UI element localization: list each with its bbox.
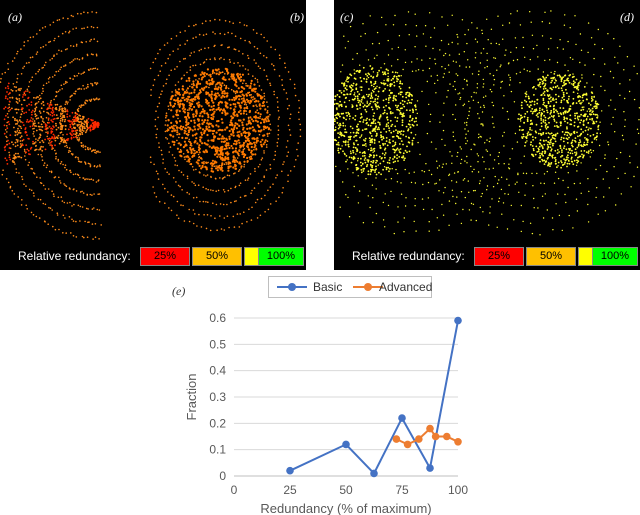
- panel-label-e: (e): [172, 284, 186, 298]
- panel-cd: (c) (d) Relative redundancy: 25% 50% 75%…: [334, 0, 640, 270]
- point-cloud-left: [0, 11, 302, 240]
- x-tick-label: 75: [395, 483, 409, 497]
- chart-e: (e) 0 0.1 0.2 0.3 0.4 0.5 0.6 0 25 50 75 100 Redunda…: [0, 270, 640, 515]
- legend-advanced-label: Advanced: [379, 280, 433, 294]
- y-tick-label: 0.5: [209, 337, 226, 351]
- legend-basic-label: Basic: [313, 280, 343, 294]
- data-point-basic: [286, 466, 294, 475]
- point-cloud-ab: [0, 11, 302, 240]
- y-tick-label: 0.6: [209, 311, 226, 325]
- x-axis-label: Redundancy (% of maximum): [260, 501, 431, 515]
- panel-label-c: (c): [340, 10, 354, 24]
- data-point-advanced: [431, 432, 440, 441]
- data-point-advanced: [415, 435, 423, 443]
- y-tick-label: 0.2: [209, 416, 226, 430]
- line-chart: 0 0.1 0.2 0.3 0.4 0.5 0.6 0 25 50 75 100 Redundancy …: [184, 311, 468, 515]
- swatch-100: 100%: [592, 247, 638, 266]
- point-cloud-cd: [334, 10, 640, 236]
- data-point-basic: [426, 464, 434, 472]
- data-point-basic: [370, 469, 378, 478]
- swatch-25: 25%: [140, 247, 190, 266]
- y-tick-label: 0.4: [209, 364, 226, 378]
- y-tick-label: 0.3: [209, 390, 226, 404]
- data-point-advanced: [454, 438, 462, 446]
- swatch-100: 100%: [258, 247, 304, 266]
- chart-legend: Basic Advanced: [268, 276, 432, 298]
- x-tick-label: 25: [283, 483, 297, 497]
- x-tick-label: 0: [231, 483, 238, 497]
- relative-redundancy-label: Relative redundancy:: [18, 249, 131, 263]
- swatch-50: 50%: [526, 247, 576, 266]
- data-point-basic: [398, 414, 406, 422]
- legend-basic-marker: [277, 283, 307, 291]
- swatch-25: 25%: [474, 247, 524, 266]
- data-point-advanced: [392, 435, 401, 443]
- x-tick-label: 50: [339, 483, 353, 497]
- data-point-advanced: [426, 424, 434, 433]
- panel-label-a: (a): [8, 10, 22, 24]
- x-tick-label: 100: [448, 483, 468, 497]
- legend-advanced-marker: [353, 283, 383, 291]
- y-axis-label: Fraction: [184, 374, 199, 421]
- point-cloud-right: [334, 10, 640, 236]
- data-point-basic: [342, 440, 350, 449]
- data-point-advanced: [403, 440, 412, 449]
- y-tick-label: 0.1: [209, 443, 226, 457]
- panel-ab: (a) (b) Relative redundancy: 25% 50% 75%…: [0, 0, 306, 270]
- series-line-basic: [289, 320, 459, 476]
- panel-label-b: (b): [290, 10, 304, 24]
- data-point-basic: [454, 316, 462, 325]
- swatch-50: 50%: [192, 247, 242, 266]
- relative-redundancy-label: Relative redundancy:: [352, 249, 465, 263]
- panel-label-d: (d): [620, 10, 634, 24]
- y-tick-label: 0: [219, 469, 226, 483]
- data-point-advanced: [443, 432, 451, 441]
